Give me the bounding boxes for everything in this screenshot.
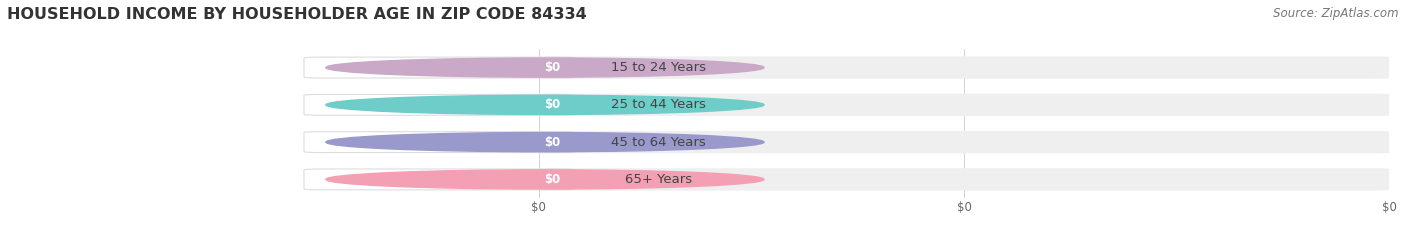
Text: 45 to 64 Years: 45 to 64 Years — [612, 136, 706, 149]
Circle shape — [326, 133, 763, 152]
FancyBboxPatch shape — [538, 131, 1389, 153]
FancyBboxPatch shape — [531, 170, 572, 189]
FancyBboxPatch shape — [538, 94, 1389, 116]
Text: Source: ZipAtlas.com: Source: ZipAtlas.com — [1274, 7, 1399, 20]
Text: $0: $0 — [544, 98, 561, 111]
Text: 65+ Years: 65+ Years — [626, 173, 692, 186]
FancyBboxPatch shape — [531, 96, 572, 114]
Text: 25 to 44 Years: 25 to 44 Years — [612, 98, 706, 111]
FancyBboxPatch shape — [304, 57, 575, 78]
Circle shape — [326, 170, 763, 189]
Text: 15 to 24 Years: 15 to 24 Years — [612, 61, 706, 74]
FancyBboxPatch shape — [304, 94, 575, 115]
FancyBboxPatch shape — [304, 132, 575, 153]
FancyBboxPatch shape — [538, 168, 1389, 191]
FancyBboxPatch shape — [304, 169, 575, 190]
Text: $0: $0 — [544, 136, 561, 149]
Circle shape — [326, 95, 763, 114]
Text: $0: $0 — [544, 173, 561, 186]
FancyBboxPatch shape — [531, 58, 572, 77]
Circle shape — [326, 58, 763, 77]
Text: HOUSEHOLD INCOME BY HOUSEHOLDER AGE IN ZIP CODE 84334: HOUSEHOLD INCOME BY HOUSEHOLDER AGE IN Z… — [7, 7, 586, 22]
FancyBboxPatch shape — [531, 133, 572, 151]
Text: $0: $0 — [544, 61, 561, 74]
FancyBboxPatch shape — [538, 56, 1389, 79]
